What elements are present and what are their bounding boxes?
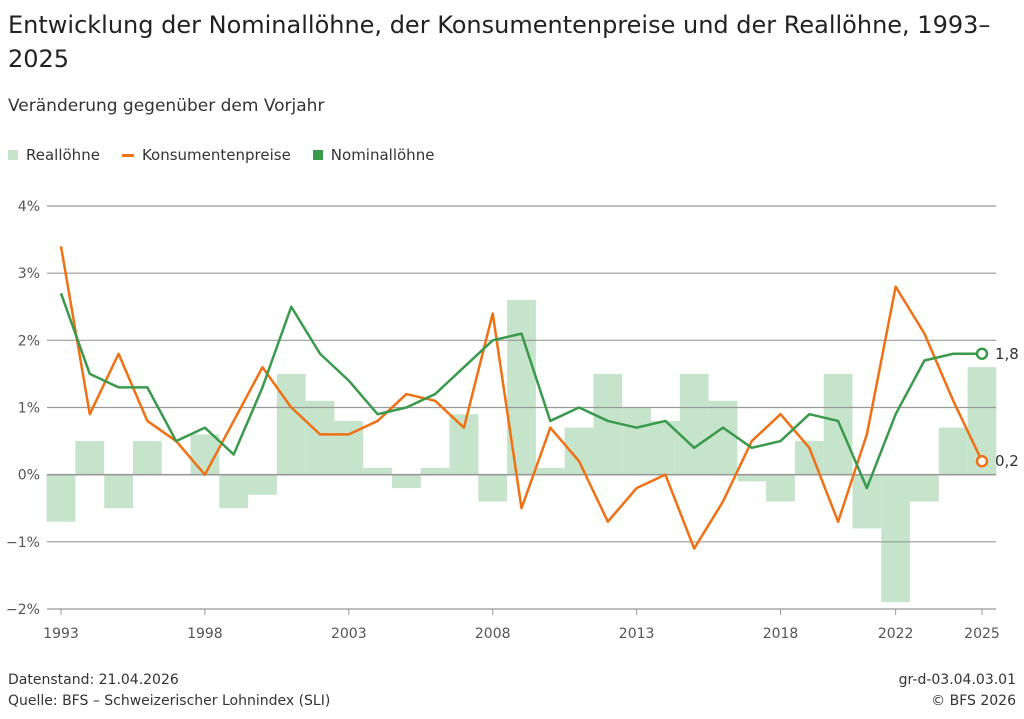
legend-swatch-bar bbox=[8, 150, 18, 160]
x-tick-label: 2022 bbox=[878, 626, 914, 642]
legend-swatch-bar bbox=[312, 150, 323, 160]
legend-item-konsumentenpreise[interactable]: Konsumentenpreise bbox=[121, 146, 291, 164]
end-label: 1,8 bbox=[995, 345, 1019, 363]
bar-1999 bbox=[219, 474, 249, 509]
bar-2024 bbox=[938, 427, 968, 475]
legend-label: Konsumentenpreise bbox=[141, 146, 291, 164]
bar-2017 bbox=[737, 474, 767, 482]
bar-2020 bbox=[823, 373, 853, 475]
x-tick-label: 2008 bbox=[475, 626, 511, 642]
x-tick-label: 2003 bbox=[331, 626, 367, 642]
legend-item-nominallohne[interactable]: Nominallöhne bbox=[312, 146, 435, 164]
chart-subtitle: Veränderung gegenüber dem Vorjahr bbox=[8, 96, 325, 116]
bar-2004 bbox=[363, 467, 392, 475]
bar-1993 bbox=[46, 474, 76, 522]
bar-1995 bbox=[104, 474, 133, 509]
x-tick-label: 2013 bbox=[619, 626, 655, 642]
bar-2016 bbox=[708, 400, 738, 475]
bar-2006 bbox=[420, 467, 450, 475]
bar-1994 bbox=[75, 441, 105, 475]
data-date: Datenstand: 21.04.2026 bbox=[8, 672, 179, 688]
bar-2001 bbox=[276, 373, 306, 475]
y-tick-label: 0% bbox=[18, 468, 40, 484]
legend: Reallöhne Konsumentenpreise Nominallöhne bbox=[8, 146, 434, 164]
x-tick-label: 1993 bbox=[43, 626, 79, 642]
y-tick-label: 3% bbox=[18, 266, 40, 282]
bar-2022 bbox=[881, 474, 911, 603]
copyright: © BFS 2026 bbox=[931, 693, 1016, 709]
end-marker bbox=[975, 454, 989, 468]
y-tick-label: −1% bbox=[6, 535, 40, 551]
bar-2000 bbox=[248, 474, 277, 495]
y-tick-label: 1% bbox=[18, 401, 40, 417]
y-tick-label: 2% bbox=[18, 333, 40, 349]
source: Quelle: BFS – Schweizerischer Lohnindex … bbox=[8, 693, 331, 709]
chart-title: Entwicklung der Nominallöhne, der Konsum… bbox=[8, 11, 991, 73]
bar-2005 bbox=[391, 474, 421, 489]
bar-2008 bbox=[478, 474, 508, 502]
end-marker bbox=[975, 347, 989, 361]
bar-2010 bbox=[535, 467, 565, 475]
line-konsumentenpreise bbox=[59, 246, 984, 550]
legend-item-reallohne[interactable]: Reallöhne bbox=[8, 146, 100, 164]
bar-2018 bbox=[766, 474, 795, 502]
legend-label: Reallöhne bbox=[26, 146, 100, 164]
chart-code: gr-d-03.04.03.01 bbox=[898, 672, 1016, 688]
footer-left: Datenstand: 21.04.2026 Quelle: BFS – Sch… bbox=[8, 670, 330, 712]
bar-2002 bbox=[305, 400, 335, 475]
bar-1996 bbox=[132, 441, 162, 475]
bar-2013 bbox=[622, 407, 652, 475]
legend-swatch-line bbox=[121, 153, 134, 157]
bar-2015 bbox=[679, 373, 709, 475]
x-tick-label: 2025 bbox=[964, 626, 1000, 642]
y-tick-label: 4% bbox=[18, 199, 40, 215]
footer-right: gr-d-03.04.03.01 © BFS 2026 bbox=[899, 670, 1016, 712]
x-tick-label: 2018 bbox=[763, 626, 799, 642]
x-tick-label: 1998 bbox=[187, 626, 223, 642]
bar-2021 bbox=[852, 474, 882, 529]
bar-2023 bbox=[910, 474, 939, 502]
line-nominallohne bbox=[59, 292, 982, 490]
legend-label: Nominallöhne bbox=[330, 146, 435, 164]
end-label: 0,2 bbox=[995, 452, 1019, 470]
y-tick-label: −2% bbox=[6, 602, 40, 618]
